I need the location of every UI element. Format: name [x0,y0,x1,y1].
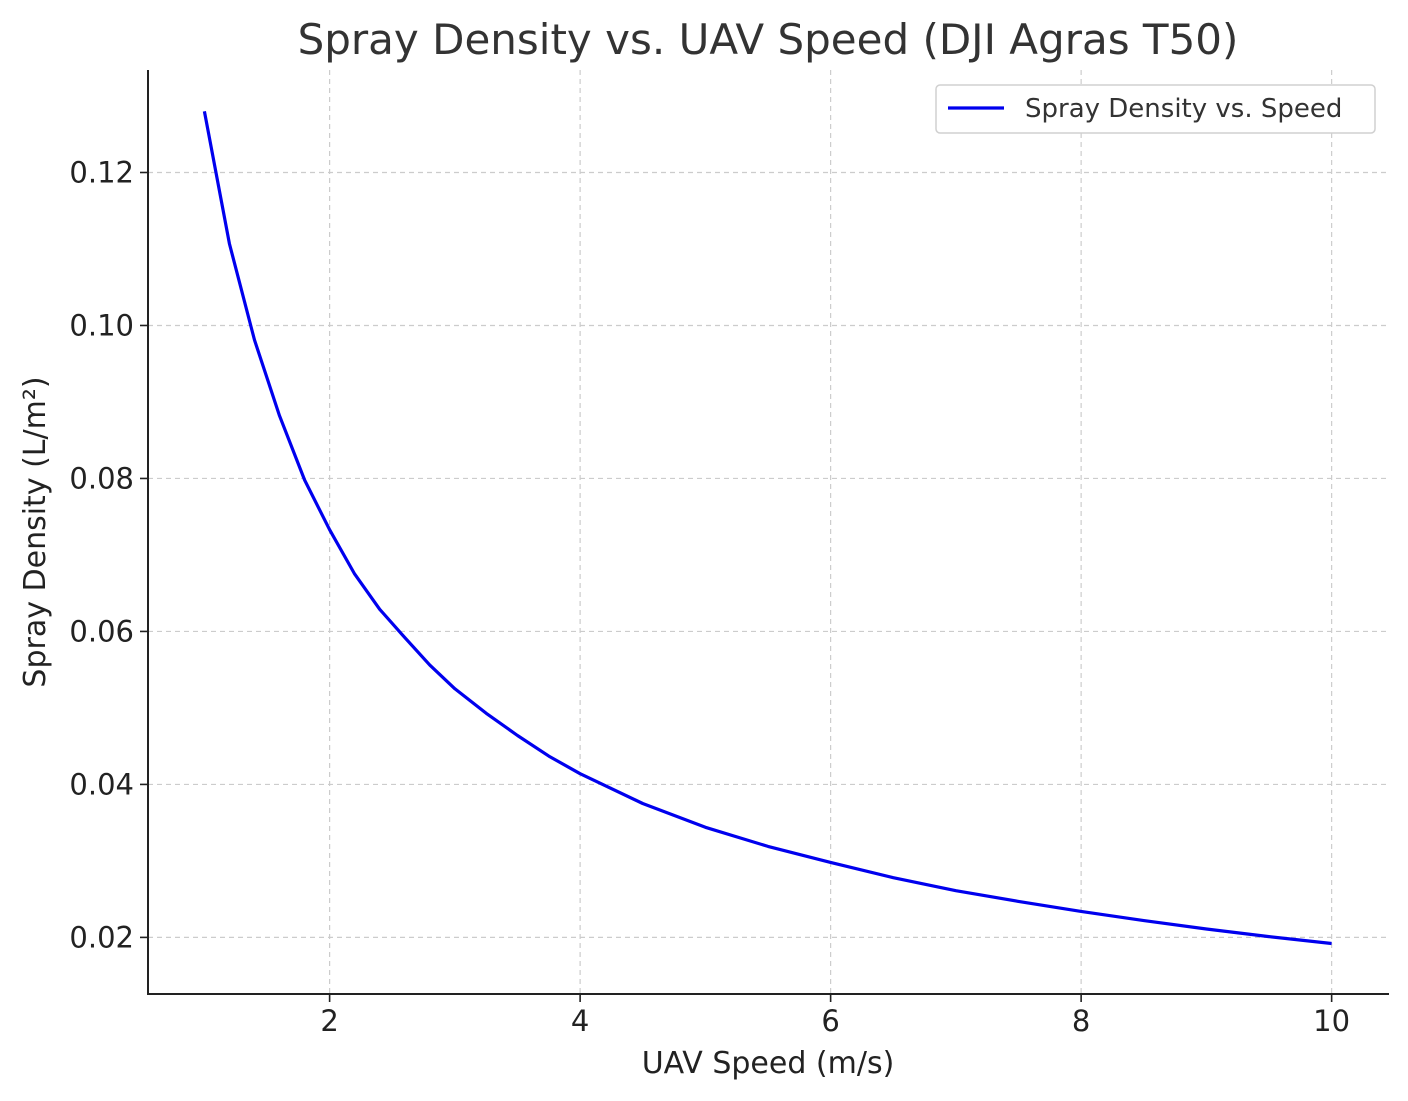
axis-spines [147,70,1389,995]
y-tick-label: 0.12 [69,155,134,189]
grid-lines [148,70,1388,994]
y-tick-label: 0.04 [69,767,134,801]
x-tick-label: 8 [1072,1004,1090,1038]
y-axis-label: Spray Density (L/m²) [18,376,53,687]
legend-box [935,84,1376,134]
series-line [202,111,1332,946]
axis-ticks: 2 4 6 8 10 0.02 0.04 0.06 0.08 0.10 0.12 [69,155,1350,1038]
y-tick-label: 0.06 [69,614,134,648]
chart-title: Spray Density vs. UAV Speed (DJI Agras T… [298,15,1239,64]
x-tick-label: 2 [320,1004,338,1038]
x-tick-label: 10 [1313,1004,1350,1038]
y-tick-label: 0.10 [69,308,134,342]
x-tick-label: 6 [821,1004,839,1038]
legend-label: Spray Density vs. Speed [1025,94,1342,124]
legend: Spray Density vs. Speed [935,84,1376,134]
x-tick-label: 4 [571,1004,589,1038]
y-tick-label: 0.08 [69,461,134,495]
series-layer [202,111,1332,946]
y-tick-label: 0.02 [69,920,134,954]
x-axis-label: UAV Speed (m/s) [642,1046,895,1081]
